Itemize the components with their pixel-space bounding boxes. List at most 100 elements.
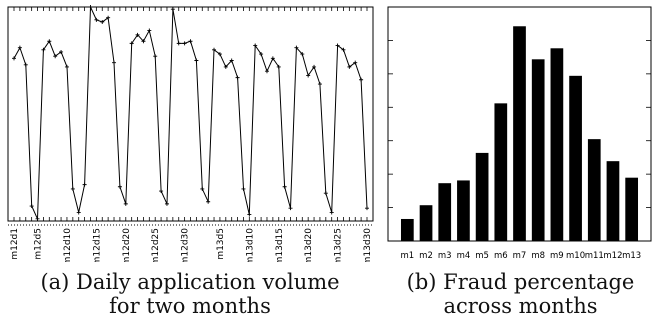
data-point (112, 60, 117, 65)
fraud-percentage-svg: m1 m2 m3 m4 m5 m6 m7 m8 m9 m10 m11 m12 m13 (387, 6, 652, 261)
data-point (135, 32, 140, 37)
caption-a-line-1: (a) Daily application volume (40, 270, 340, 294)
data-point (235, 75, 240, 80)
x-tick-label-m1: m1 (400, 251, 414, 261)
data-point (282, 184, 287, 189)
x-tick-label-m4: m4 (457, 251, 471, 261)
data-point (129, 41, 134, 46)
caption-b-line-2: across months (443, 294, 598, 318)
x-tick-label: m13d10 (245, 228, 255, 262)
x-tick-label-m10: m10 (566, 251, 585, 261)
bar-m8 (531, 59, 545, 242)
data-point (147, 28, 152, 33)
data-point (123, 201, 128, 206)
x-tick-label-m3: m3 (438, 251, 452, 261)
x-tick-label-m12: m12 (603, 251, 622, 261)
data-point (365, 206, 369, 211)
data-point (94, 17, 99, 22)
caption-b-line-1: (b) Fraud percentage (406, 270, 635, 294)
x-tick-label: m12d25 (151, 228, 161, 262)
x-tick-label: m12d10 (63, 228, 73, 262)
data-point (341, 47, 346, 52)
data-point (64, 64, 69, 69)
bar-m5 (475, 152, 489, 241)
data-point (294, 45, 299, 50)
x-tick-label-m5: m5 (475, 251, 489, 261)
data-point (12, 56, 16, 61)
data-point (23, 62, 28, 67)
data-point (276, 64, 281, 69)
data-point (212, 47, 217, 52)
daily-volume-svg: m12d1 m12d5 m12d10 m12d15 m12d20 m12d25 m12d30… (7, 5, 374, 265)
data-point (229, 58, 234, 63)
data-point (164, 201, 169, 206)
data-point (247, 212, 252, 217)
data-point (200, 186, 205, 191)
data-point (194, 58, 199, 63)
data-point (253, 43, 258, 48)
bar-m7 (513, 26, 526, 242)
x-tick-label-m7: m7 (513, 251, 527, 261)
fraud-percentage-chart: m1 m2 m3 m4 m5 m6 m7 m8 m9 m10 m11 m12 m13 (384, 0, 657, 262)
x-tick-label: m13d25 (334, 228, 344, 262)
data-point (300, 52, 305, 57)
bar-m1 (400, 218, 414, 241)
x-tick-label: m13d20 (304, 228, 314, 262)
x-tick-label: m12d1 (10, 228, 20, 260)
data-point (335, 43, 340, 48)
caption-a: (a) Daily application volume for two mon… (0, 270, 380, 318)
x-tick-label-m2: m2 (419, 251, 433, 261)
data-point (117, 184, 122, 189)
data-point (47, 39, 52, 44)
data-point (170, 7, 175, 12)
data-point (153, 54, 158, 59)
data-point (241, 186, 246, 191)
bar-m3 (438, 183, 452, 241)
bar-m12 (606, 161, 620, 241)
data-point (259, 52, 264, 57)
volume-line (13, 6, 368, 220)
data-point (29, 204, 34, 209)
data-point (329, 210, 334, 215)
x-tick-label-m11: m11 (585, 251, 604, 261)
x-tick-label-m6: m6 (494, 251, 508, 261)
caption-b: (b) Fraud percentage across months (384, 270, 657, 318)
plot-frame (7, 6, 374, 222)
x-tick-label: m13d30 (363, 228, 373, 262)
bar-m11 (587, 139, 601, 241)
bar-m4 (457, 180, 470, 241)
caption-a-line-2: for two months (109, 294, 271, 318)
data-point (312, 64, 317, 69)
data-point (106, 15, 111, 20)
data-point (217, 52, 222, 57)
data-point (182, 41, 187, 46)
x-tick-label: m12d5 (34, 228, 44, 260)
data-point (35, 216, 40, 221)
data-point (76, 210, 81, 215)
x-tick-label-m9: m9 (550, 251, 564, 261)
data-point (188, 39, 193, 44)
x-tick-label: m12d20 (122, 228, 132, 262)
data-point (353, 60, 358, 65)
data-point (59, 49, 64, 54)
x-tick-label: m12d30 (181, 228, 191, 262)
bar-m6 (494, 103, 508, 242)
data-point (70, 186, 75, 191)
data-point (264, 69, 269, 74)
data-point (17, 45, 22, 50)
data-point (359, 77, 364, 82)
bar-m10 (569, 75, 582, 241)
data-point (41, 47, 46, 52)
daily-volume-chart: m12d1 m12d5 m12d10 m12d15 m12d20 m12d25 m12d30… (0, 0, 380, 265)
data-point (88, 5, 93, 9)
data-point (270, 56, 275, 61)
bar-m2 (419, 205, 433, 241)
data-point (223, 64, 228, 69)
data-point (317, 82, 322, 87)
data-point (141, 39, 146, 44)
bar-m13 (625, 177, 639, 241)
data-point (206, 199, 211, 204)
data-point (347, 64, 352, 69)
data-point (323, 191, 328, 196)
x-tick-label-m8: m8 (531, 251, 545, 261)
